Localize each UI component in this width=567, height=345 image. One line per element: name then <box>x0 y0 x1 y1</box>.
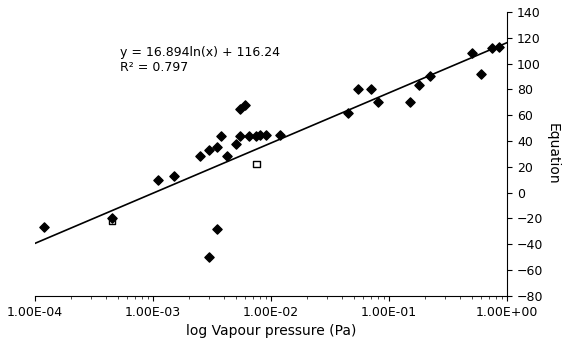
Point <box>261 132 270 137</box>
Point <box>252 161 261 167</box>
Point <box>405 99 414 105</box>
Point <box>40 225 49 230</box>
Point <box>217 133 226 139</box>
Point <box>344 110 353 115</box>
Point <box>276 132 285 137</box>
Point <box>366 87 375 92</box>
Point <box>236 106 245 111</box>
Point <box>108 216 117 221</box>
Point <box>414 83 424 88</box>
Point <box>205 254 214 260</box>
Point <box>213 145 222 150</box>
Point <box>244 133 253 139</box>
X-axis label: log Vapour pressure (Pa): log Vapour pressure (Pa) <box>186 324 356 338</box>
Point <box>425 74 434 79</box>
Point <box>255 132 264 137</box>
Point <box>494 44 503 50</box>
Point <box>205 147 214 153</box>
Point <box>236 133 245 139</box>
Point <box>354 87 363 92</box>
Point <box>373 99 382 105</box>
Point <box>213 226 222 231</box>
Point <box>240 102 249 108</box>
Point <box>488 45 497 51</box>
Point <box>231 141 240 146</box>
Text: y = 16.894ln(x) + 116.24
R² = 0.797: y = 16.894ln(x) + 116.24 R² = 0.797 <box>120 46 280 74</box>
Point <box>170 173 179 179</box>
Y-axis label: Equation: Equation <box>546 123 560 185</box>
Point <box>252 133 261 139</box>
Point <box>222 154 231 159</box>
Point <box>467 50 476 56</box>
Point <box>476 71 485 77</box>
Point <box>108 218 117 224</box>
Point <box>196 154 205 159</box>
Point <box>154 177 163 183</box>
